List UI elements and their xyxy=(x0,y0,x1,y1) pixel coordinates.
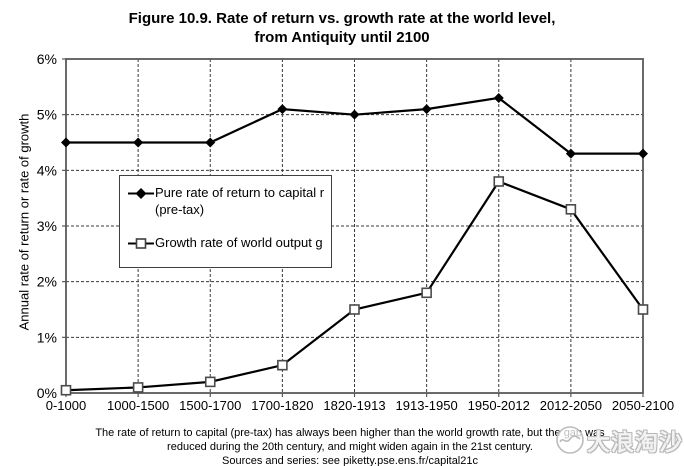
x-tick-label: 1820-1913 xyxy=(323,398,385,413)
y-tick-label: 0% xyxy=(37,385,57,401)
marker-diamond xyxy=(493,92,504,103)
y-tick-label: 2% xyxy=(37,274,57,290)
marker-diamond xyxy=(565,148,576,159)
legend-label-growth: Growth rate of world output g xyxy=(155,235,323,250)
chart-title: Figure 10.9. Rate of return vs. growth r… xyxy=(0,9,684,47)
marker-square xyxy=(637,304,649,315)
marker-diamond xyxy=(421,104,432,115)
marker-square xyxy=(493,176,505,187)
y-tick-label: 3% xyxy=(37,218,57,234)
marker-diamond xyxy=(638,148,648,159)
caption-line1: The rate of return to capital (pre-tax) … xyxy=(95,427,605,439)
caption: The rate of return to capital (pre-tax) … xyxy=(18,427,682,466)
y-tick-label: 4% xyxy=(37,162,57,178)
wave-logo-icon xyxy=(556,426,584,454)
marker-square xyxy=(277,359,288,371)
x-tick-label: 1913-1950 xyxy=(396,398,458,413)
marker-diamond xyxy=(205,137,216,148)
x-tick-label: 1000-1500 xyxy=(107,398,169,413)
marker-square xyxy=(132,382,144,393)
caption-source: Sources and series: see piketty.pse.ens.… xyxy=(222,454,478,466)
marker-square xyxy=(204,376,216,388)
x-tick-label: 1950-2012 xyxy=(468,398,530,413)
square-marker-icon xyxy=(128,238,154,249)
marker-square xyxy=(565,204,577,215)
watermark: 大浪淘沙 xyxy=(555,423,683,457)
x-tick-label: 1500-1700 xyxy=(179,398,241,413)
marker-diamond xyxy=(277,104,288,115)
y-tick-label: 6% xyxy=(37,51,57,67)
marker-square xyxy=(349,304,360,315)
chart-title-line1: Figure 10.9. Rate of return vs. growth r… xyxy=(128,10,556,27)
marker-diamond xyxy=(133,137,144,148)
x-tick-label: 0-1000 xyxy=(46,398,86,413)
legend: Pure rate of return to capital r (pre-ta… xyxy=(119,175,332,268)
legend-item-growth: Growth rate of world output g xyxy=(128,235,327,252)
x-tick-label: 2050-2100 xyxy=(612,398,674,413)
legend-item-return: Pure rate of return to capital r (pre-ta… xyxy=(128,185,327,218)
x-tick-label: 1700-1820 xyxy=(251,398,313,413)
marker-diamond xyxy=(61,137,71,148)
legend-label-return: Pure rate of return to capital r (pre-ta… xyxy=(155,185,325,217)
y-tick-label: 1% xyxy=(37,329,57,345)
y-tick-label: 5% xyxy=(37,107,57,123)
marker-square xyxy=(60,384,72,396)
marker-diamond xyxy=(349,109,360,120)
diamond-marker-icon xyxy=(128,188,154,199)
marker-square xyxy=(421,287,432,299)
x-tick-label: 2012-2050 xyxy=(540,398,602,413)
caption-line2: reduced during the 20th century, and mig… xyxy=(167,440,533,453)
chart-title-line2: from Antiquity until 2100 xyxy=(254,29,430,46)
watermark-text: 大浪淘沙 xyxy=(587,429,683,455)
